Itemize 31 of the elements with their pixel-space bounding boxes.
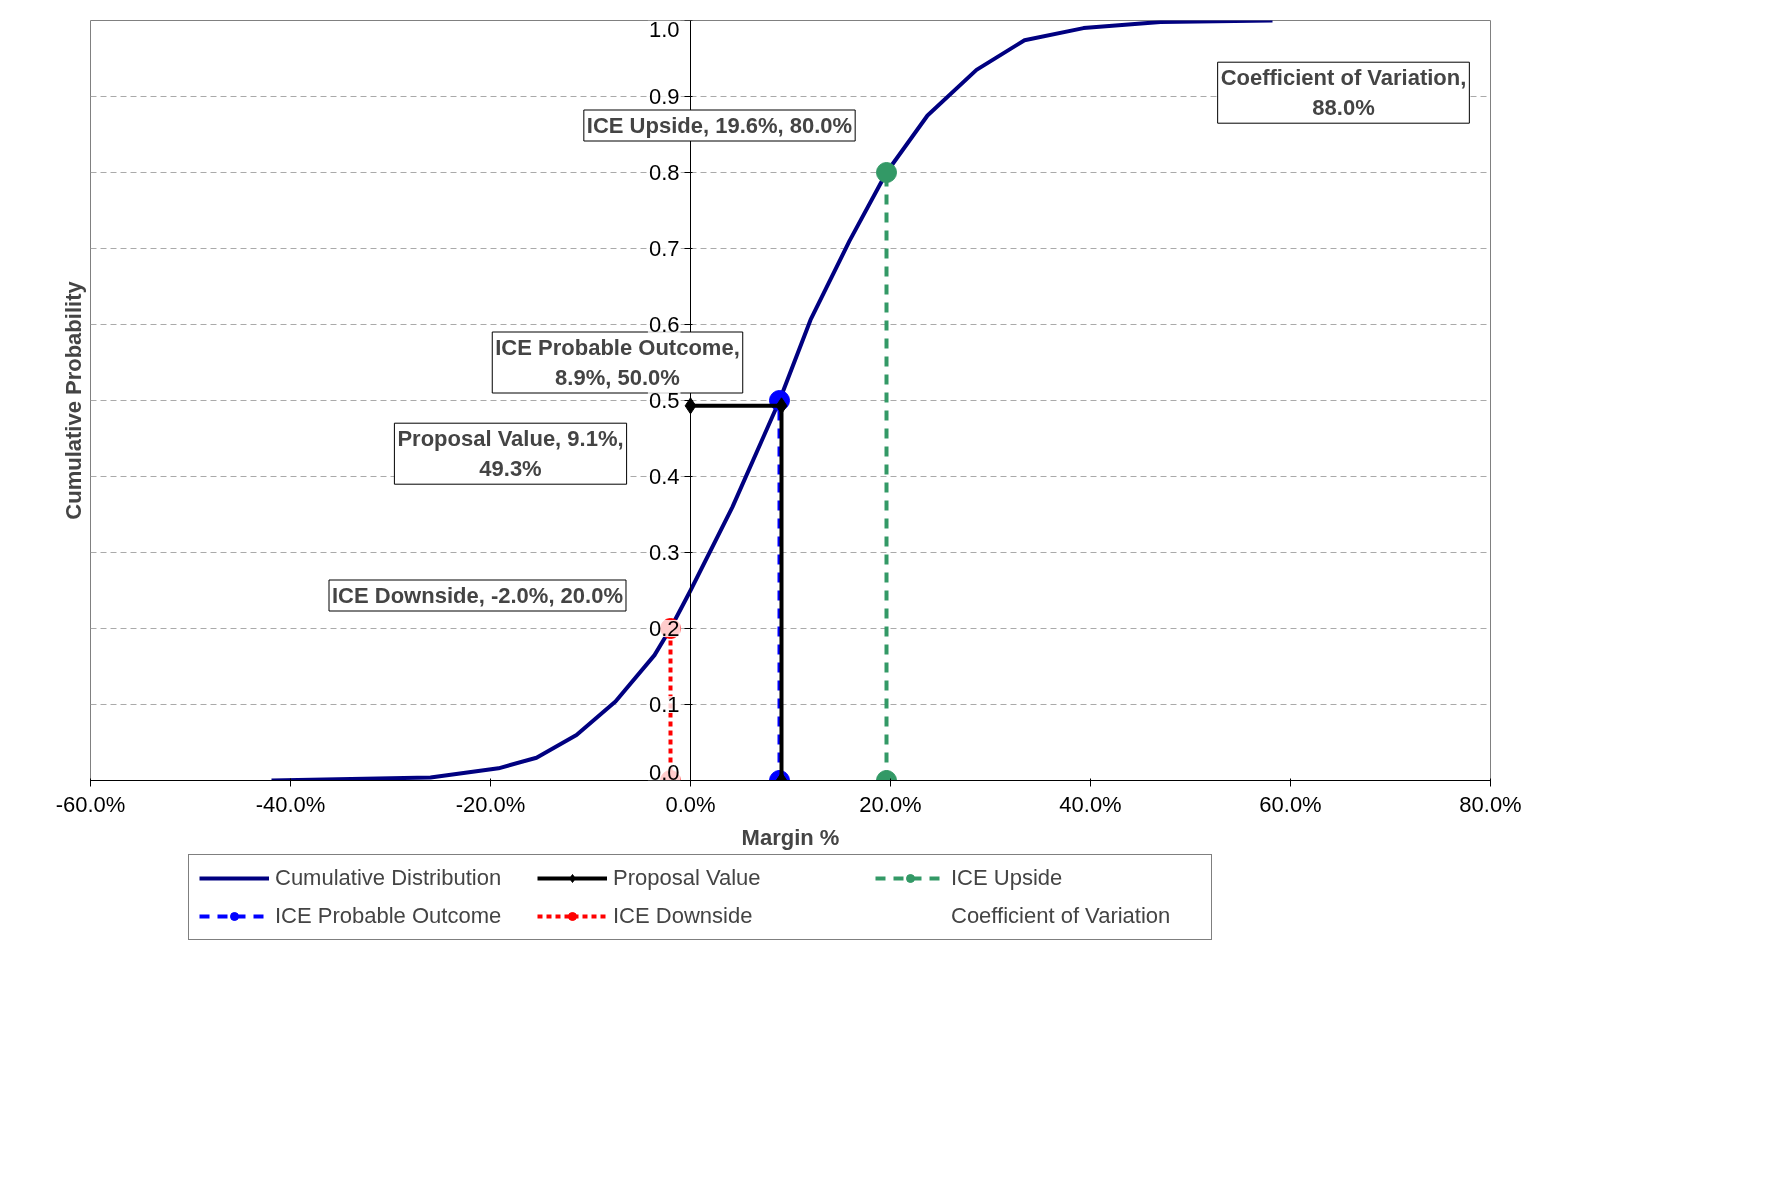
legend-label: Proposal Value [613, 865, 762, 891]
annotation: ICE Downside, -2.0%, 20.0% [332, 583, 623, 608]
y-tick-label: 0.1 [648, 692, 680, 717]
y-tick-label: 0.5 [648, 388, 680, 413]
y-tick-label: 0.9 [648, 84, 680, 109]
x-tick-label: 60.0% [1259, 791, 1322, 817]
legend-label: ICE Probable Outcome [275, 903, 503, 929]
y-tick-label: 0.7 [648, 236, 680, 261]
annotation: Coefficient of Variation, 88.0% [1220, 65, 1467, 121]
y-tick-label: 0.3 [648, 540, 680, 565]
annotation: ICE Upside, 19.6%, 80.0% [586, 113, 853, 138]
y-tick-label: 1.0 [648, 16, 680, 42]
legend-label: ICE Downside [613, 903, 754, 929]
x-tick-label: -40.0% [255, 791, 326, 817]
annotation: ICE Probable Outcome, 8.9%, 50.0% [495, 335, 740, 390]
x-tick-label: 80.0% [1459, 791, 1522, 817]
text: Coefficient of Variation [951, 903, 1172, 929]
x-tick-label: -20.0% [455, 791, 526, 817]
x-tick-label: 20.0% [859, 791, 922, 817]
y-tick-label: 0.8 [648, 160, 680, 185]
y-axis-title: Cumulative Probability [60, 280, 86, 520]
legend-label: ICE Upside [951, 865, 1064, 891]
y-tick-label: 0.4 [648, 464, 680, 489]
y-tick-label: 0.6 [648, 312, 680, 337]
x-tick-label: -60.0% [55, 791, 126, 817]
annotation: Proposal Value, 9.1%, 49.3% [397, 426, 624, 482]
legend-label: Cumulative Distribution [275, 865, 503, 891]
x-tick-label: 0.0% [665, 791, 716, 817]
x-tick-label: 40.0% [1059, 791, 1122, 817]
x-axis-title: Margin % [741, 824, 840, 850]
y-tick-label: 0.2 [648, 616, 680, 641]
